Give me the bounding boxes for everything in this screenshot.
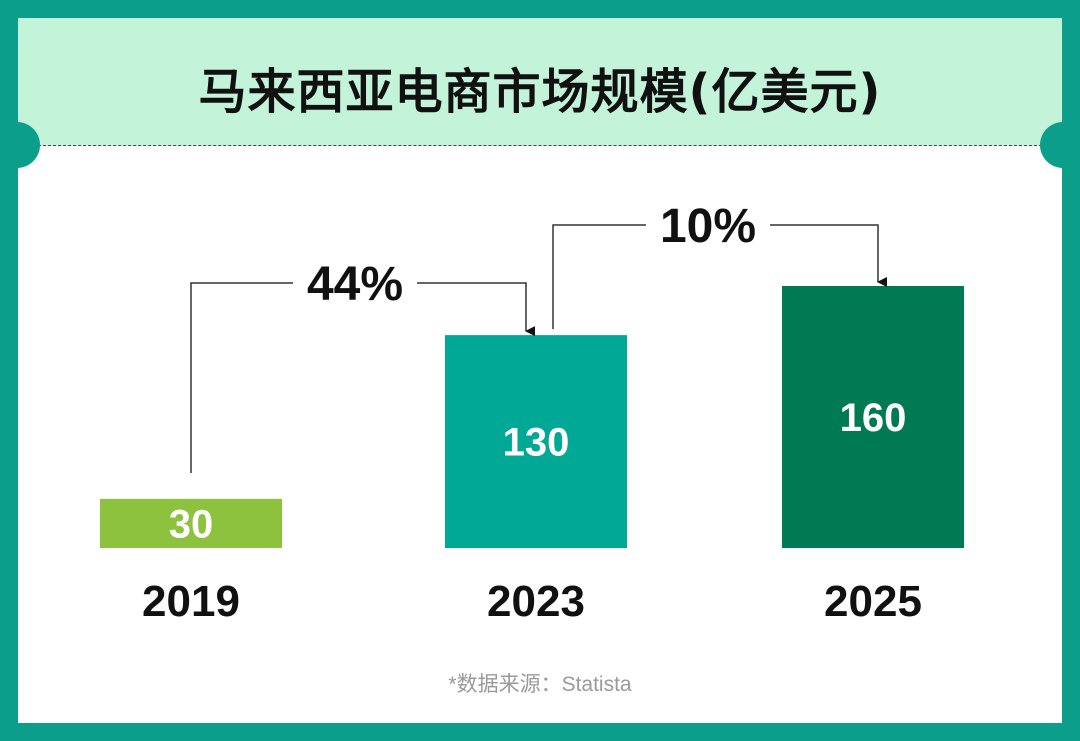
title-band: 马来西亚电商市场规模(亿美元) xyxy=(18,18,1062,146)
left-notch-decoration xyxy=(18,122,40,168)
right-notch-decoration xyxy=(1040,122,1062,168)
value-label-2019: 30 xyxy=(169,502,214,546)
category-label-2025: 2025 xyxy=(824,577,922,626)
growth-connector-2023-2025 xyxy=(552,224,878,330)
bar-2023 xyxy=(445,335,627,548)
bar-2025 xyxy=(782,286,964,548)
category-label-2023: 2023 xyxy=(487,577,585,626)
growth-connector-2019-2023 xyxy=(190,282,526,473)
growth-label-2023-2025: 10% xyxy=(660,200,756,253)
bar-2019 xyxy=(100,498,282,548)
growth-label-2019-2023: 44% xyxy=(307,258,403,311)
chart-title: 马来西亚电商市场规模(亿美元) xyxy=(198,64,882,120)
category-label-2019: 2019 xyxy=(142,577,240,626)
bar-chart: 30 2019 130 2023 160 2025 44% 10% xyxy=(100,200,964,626)
data-source-note: *数据来源：Statista xyxy=(448,673,632,696)
value-label-2023: 130 xyxy=(503,421,570,465)
value-label-2025: 160 xyxy=(840,396,907,440)
